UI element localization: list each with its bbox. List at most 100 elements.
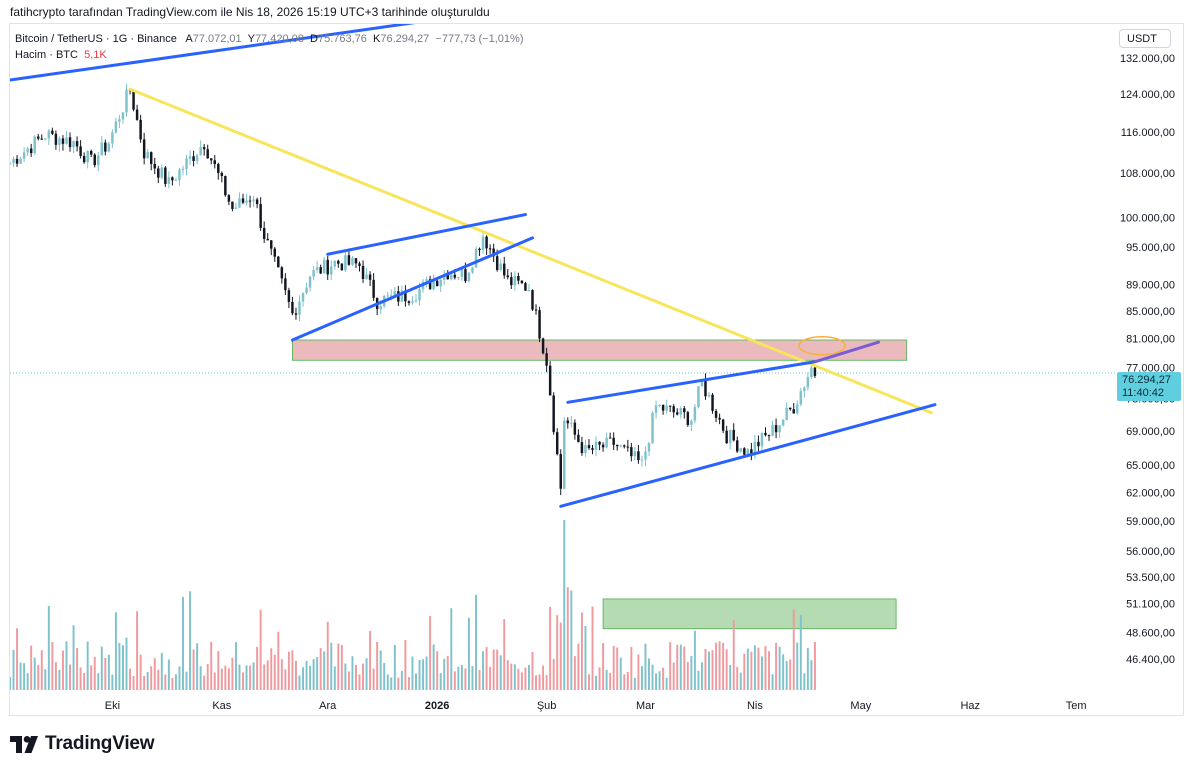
volume-bar [598,667,601,690]
volume-bar [400,671,403,690]
volume-bar [376,641,379,690]
volume-bar [139,654,142,690]
candle-body [238,198,241,208]
candle-body [114,121,118,133]
y-tick-label: 108.000,00 [1120,168,1175,180]
legend-symbol[interactable]: Bitcoin / TetherUS · 1G · Binance [15,33,177,45]
candle-body [125,89,128,113]
candle-body [672,406,675,413]
volume-bar [753,645,756,690]
volume-bar [693,630,696,690]
candle-body [605,437,608,448]
y-tick-label: 132.000,00 [1120,53,1175,65]
candle-body [365,274,368,279]
volume-bar [782,654,785,690]
resistance-zone[interactable] [292,339,908,361]
candle-body [736,440,739,452]
legend-high-value: 77.420,08 [254,33,304,45]
candle-body [697,386,700,408]
trendline[interactable] [566,360,817,404]
volume-bar [47,605,50,690]
trendline[interactable] [559,403,937,508]
breakout-circle[interactable] [798,335,846,356]
x-tick-label: Eki [105,700,120,712]
x-tick-label: Ara [319,700,337,712]
volume-bar [30,645,33,690]
volume-bar [224,665,227,690]
volume-bar [146,672,149,690]
y-tick-label: 89.000,00 [1126,279,1175,291]
candle-body [241,198,245,203]
volume-bar [676,644,679,690]
candle-body [97,155,100,166]
trendline[interactable] [326,213,527,256]
volume-bar [132,676,135,690]
legend-volume-label[interactable]: Hacim · BTC [15,49,78,61]
candle-body [202,147,206,150]
volume-bar [125,637,128,690]
trendline[interactable] [10,24,434,82]
volume-bar [333,666,336,690]
volume-bar [806,647,809,690]
legend-high-key: Y [247,33,255,45]
volume-bar [309,665,312,690]
volume-bar [527,665,530,690]
trendline[interactable] [290,236,534,342]
volume-bar [104,657,107,690]
price-chart[interactable]: 132.000,00 124.000,00 116.000,00 108.000,00… [10,24,1184,716]
volume-bar [605,669,608,690]
volume-bar [347,671,350,690]
candle-body [626,446,630,448]
candle-body [164,167,167,184]
candle-body [559,454,562,489]
chart-area[interactable]: 132.000,00 124.000,00 116.000,00 108.000,00… [9,23,1184,716]
candle-body [407,301,411,303]
volume-bar [143,676,146,690]
downtrend-line[interactable] [128,87,933,415]
legend-close-key: K [373,33,381,45]
y-tick-label: 77.000,00 [1126,363,1175,375]
candle-body [270,240,273,249]
candle-body [750,449,753,454]
volume-bar [273,654,276,690]
volume-bar [83,672,86,690]
projection-line[interactable] [813,340,880,364]
volume-bar [475,594,477,690]
candle-body [61,138,65,144]
y-tick-label: 56.000,00 [1126,546,1175,558]
volume-bar [429,616,432,690]
candle-body [333,260,337,267]
x-tick-label: Şub [537,700,557,712]
candle-body [503,263,506,276]
candle-body [774,425,778,433]
volume-bar [492,649,495,690]
candle-body [330,266,333,275]
volume-zone[interactable] [602,598,897,630]
currency-button[interactable]: USDT [1119,29,1171,48]
candle-body [690,420,693,425]
volume-bar [263,664,266,690]
volume-bar [651,664,654,690]
volume-bar [425,656,428,690]
y-tick-label: 85.000,00 [1126,306,1175,318]
volume-bar [683,646,686,690]
volume-bar [19,662,22,690]
volume-bar [711,650,714,690]
candle-body [785,407,788,420]
candle-body [277,256,280,268]
volume-bar [294,660,297,690]
volume-bar [210,641,213,690]
last-price-tag: 76.294,27 11:40:42 [1117,372,1181,401]
volume-bar [760,656,763,690]
volume-bar [51,642,54,690]
candle-body [555,432,559,455]
volume-bar [563,520,566,690]
candle-body [464,269,467,282]
volume-bar [76,647,79,690]
volume-bar [118,642,121,690]
candle-body [10,162,12,164]
candle-body [637,451,640,461]
volume-bar [178,666,181,690]
volume-bar [457,666,460,690]
volume-bar [58,670,61,690]
